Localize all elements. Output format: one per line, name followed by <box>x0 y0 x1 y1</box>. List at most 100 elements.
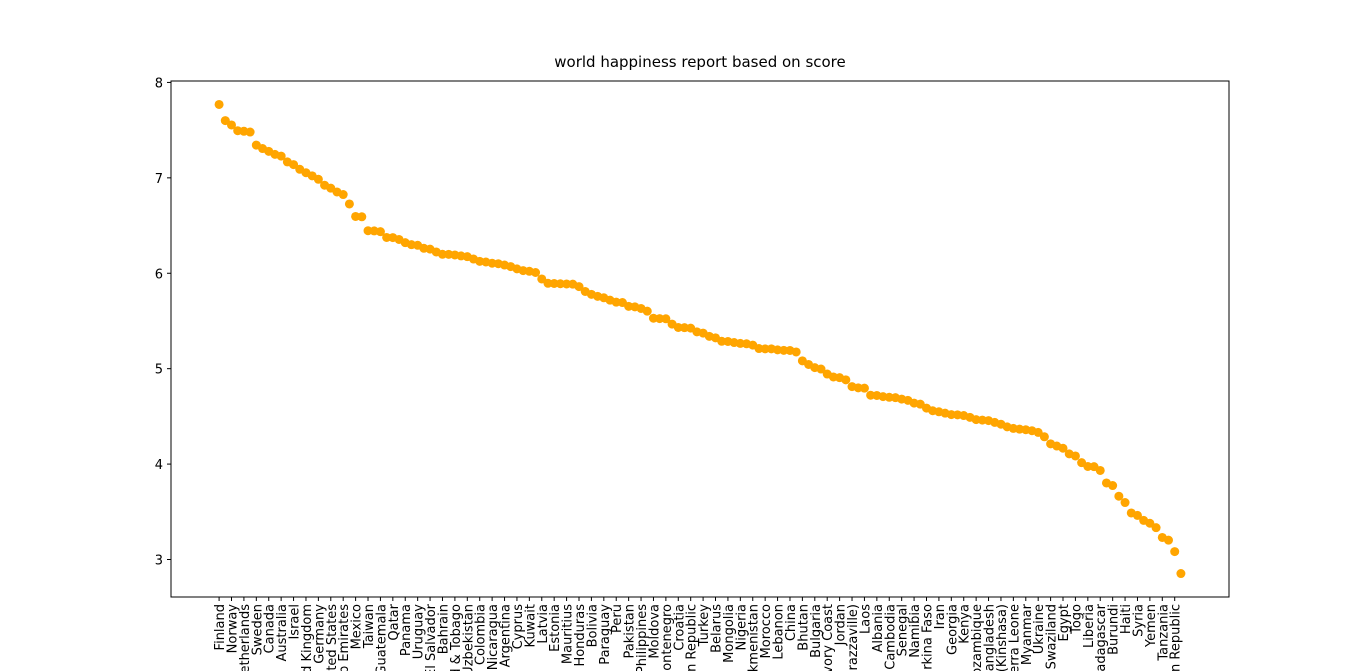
x-tick-label: Canada <box>263 604 278 653</box>
x-tick-label: Pakistan <box>623 604 638 658</box>
point <box>1108 481 1118 491</box>
x-tick-label: Turkey <box>697 604 712 648</box>
x-tick-label: Mozambique <box>970 604 985 671</box>
x-tick-label: Mongolia <box>722 604 737 663</box>
x-tick-label: Netherlands <box>238 604 253 671</box>
y-tick-label: 7 <box>155 172 163 187</box>
x-tick-label: Bahrain <box>436 604 451 654</box>
x-tick-label: Uruguay <box>412 604 427 660</box>
point <box>760 344 770 354</box>
x-tick-label: Estonia <box>548 604 563 652</box>
x-tick-label: Moldova <box>647 604 662 659</box>
x-tick-label: Belarus <box>710 604 725 653</box>
point <box>338 190 348 200</box>
point <box>437 249 447 259</box>
x-tick-label: Finland <box>213 604 228 650</box>
point <box>1176 569 1186 579</box>
point <box>841 375 851 385</box>
x-tick-label: Colombia <box>474 604 489 665</box>
x-tick-label: Georgia <box>945 604 960 655</box>
point <box>816 364 826 374</box>
point <box>574 282 584 292</box>
x-tick-label: Congo (Kinshasa) <box>995 604 1010 671</box>
x-tick-label: United States <box>325 604 340 671</box>
x-tick-label: Yemen <box>1144 604 1159 648</box>
x-tick-label: United Arab Emirates <box>337 604 352 671</box>
x-tick-label: Lebanon <box>772 604 787 660</box>
x-tick-label: Kuwait <box>523 604 538 647</box>
y-tick-label: 8 <box>155 76 163 91</box>
x-tick-label: Mexico <box>350 604 365 649</box>
point <box>313 174 323 184</box>
x-tick-label: Egypt <box>1057 604 1072 642</box>
chart-title: world happiness report based on score <box>554 53 846 71</box>
x-tick-label: Sweden <box>250 604 265 655</box>
x-tick-label: Turkmenistan <box>747 604 762 671</box>
x-tick-label: Philippines <box>635 604 650 671</box>
point <box>1132 510 1142 520</box>
x-tick-label: Central African Republic <box>1169 604 1184 671</box>
y-tick-label: 3 <box>155 554 163 569</box>
x-tick-label: El Salvador <box>424 603 439 671</box>
x-tick-label: Nigeria <box>734 604 749 651</box>
x-tick-label: Argentina <box>499 604 514 667</box>
x-tick-label: Togo <box>1069 604 1084 635</box>
x-tick-label: Bulgaria <box>809 604 824 658</box>
point <box>1151 523 1161 533</box>
x-tick-label: Croatia <box>672 604 687 651</box>
x-tick-label: Albania <box>871 604 886 653</box>
x-tick-label: Taiwan <box>362 604 377 649</box>
point <box>1095 465 1105 475</box>
point <box>779 345 789 355</box>
x-tick-label: Burkina Faso <box>920 604 935 671</box>
point <box>214 99 224 109</box>
point <box>382 232 392 242</box>
x-tick-label: Ivory Coast <box>821 604 836 671</box>
point <box>1120 498 1130 508</box>
x-tick-label: Madagascar <box>1094 603 1109 671</box>
x-tick-label: Peru <box>610 604 625 633</box>
point <box>642 306 652 316</box>
x-tick-label: Montenegro <box>660 604 675 671</box>
x-tick-label: Jordan <box>834 604 849 646</box>
x-tick-label: Tanzania <box>1156 604 1171 662</box>
x-tick-label: Bangladesh <box>983 604 998 671</box>
x-tick-label: Morocco <box>759 604 774 658</box>
x-tick-label: Cambodia <box>883 604 898 670</box>
x-tick-label: Germany <box>312 604 327 664</box>
x-tick-label: Dominican Republic <box>685 604 700 671</box>
x-tick-label: Trinidad & Tobago <box>449 604 464 671</box>
x-tick-label: China <box>784 604 799 641</box>
point <box>289 160 299 170</box>
x-tick-label: Iran <box>933 604 948 629</box>
x-tick-label: Guatemala <box>374 604 389 671</box>
x-tick-label: Liberia <box>1082 604 1097 648</box>
x-tick-label: Honduras <box>573 604 588 667</box>
x-tick-label: Australia <box>275 604 290 662</box>
x-tick-label: Israel <box>288 604 303 640</box>
x-tick-label: Bolivia <box>585 604 600 647</box>
point <box>531 267 541 277</box>
point <box>227 120 237 130</box>
x-tick-label: Ukraine <box>1032 604 1047 654</box>
x-tick-label: Cyprus <box>511 604 526 650</box>
point <box>1058 443 1068 453</box>
point <box>1170 547 1180 557</box>
x-tick-label: Qatar <box>387 603 402 640</box>
point <box>245 127 255 137</box>
x-tick-label: Norway <box>226 604 241 654</box>
plot-frame <box>170 80 1230 598</box>
point <box>357 212 367 222</box>
point <box>1070 451 1080 461</box>
x-tick-label: Myanmar <box>1020 603 1035 665</box>
x-tick-label: Latvia <box>536 604 551 644</box>
x-tick-label: Swaziland <box>1045 604 1060 669</box>
x-tick-label: Paraguay <box>598 604 613 665</box>
point <box>1163 535 1173 545</box>
x-tick-label: Kenya <box>958 604 973 644</box>
point <box>661 314 671 324</box>
x-tick-label: Syria <box>1131 604 1146 637</box>
x-tick-label: Laos <box>858 604 873 634</box>
point <box>375 227 385 237</box>
